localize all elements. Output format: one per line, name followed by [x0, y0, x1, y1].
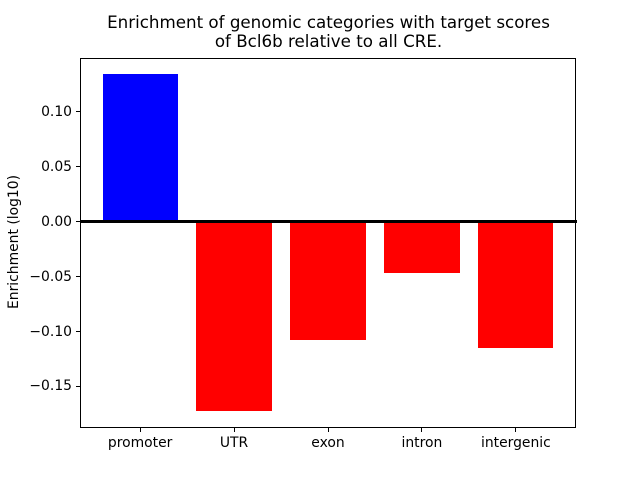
- x-tick-mark: [515, 427, 517, 432]
- y-tick-mark: [76, 111, 80, 113]
- x-tick-label-exon: exon: [311, 434, 345, 451]
- bar-UTR: [196, 221, 272, 411]
- x-tick-label-UTR: UTR: [219, 434, 249, 451]
- x-tick-mark: [139, 427, 141, 432]
- y-tick-mark: [76, 385, 80, 387]
- chart-title: Enrichment of genomic categories with ta…: [107, 12, 550, 51]
- y-tick-label: −0.10: [29, 323, 72, 340]
- zero-line: [80, 220, 577, 224]
- y-tick-label: −0.05: [29, 268, 72, 285]
- bar-intron: [384, 221, 460, 274]
- y-tick-label: 0.00: [41, 213, 72, 230]
- y-tick-label: −0.15: [29, 378, 72, 395]
- y-tick-mark: [76, 166, 80, 168]
- y-tick-mark: [76, 331, 80, 333]
- x-tick-mark: [421, 427, 423, 432]
- x-tick-label-intergenic: intergenic: [480, 434, 551, 451]
- y-tick-label: 0.10: [41, 103, 72, 120]
- y-tick-label: 0.05: [41, 158, 72, 175]
- y-axis-label: Enrichment (log10): [6, 174, 22, 310]
- bar-exon: [290, 221, 366, 341]
- x-tick-label-intron: intron: [401, 434, 443, 451]
- x-tick-label-promoter: promoter: [107, 434, 173, 451]
- x-tick-mark: [233, 427, 235, 432]
- x-tick-mark: [327, 427, 329, 432]
- bar-intergenic: [478, 221, 554, 349]
- bar-promoter: [102, 74, 178, 222]
- y-tick-mark: [76, 221, 80, 223]
- y-tick-mark: [76, 276, 80, 278]
